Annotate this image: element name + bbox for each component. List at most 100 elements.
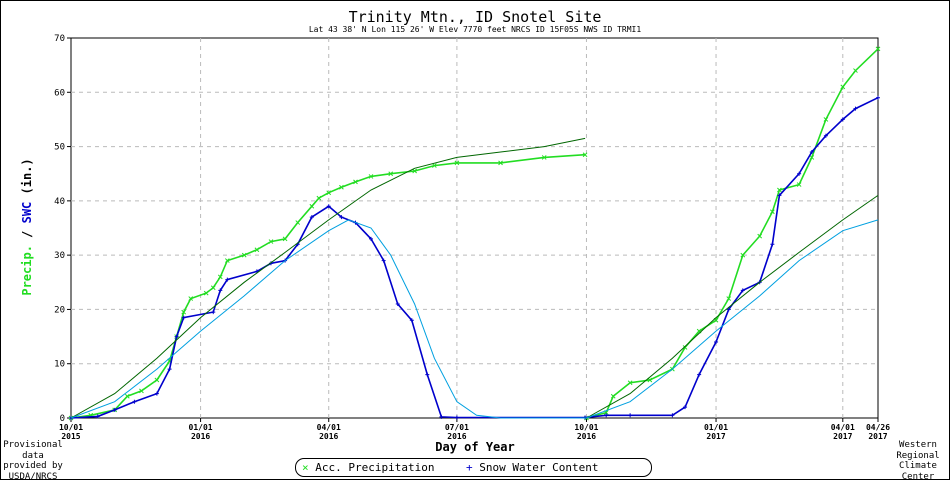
data-point-swc bbox=[714, 340, 719, 344]
data-point-precip bbox=[217, 274, 223, 280]
data-point-swc bbox=[439, 414, 444, 419]
x-tick-label: 04/01 bbox=[317, 423, 341, 432]
data-point-precip bbox=[796, 182, 802, 187]
data-point-swc bbox=[326, 204, 331, 209]
x-tick-label: 2016 bbox=[319, 432, 338, 441]
data-point-swc bbox=[211, 310, 216, 315]
data-point-precip bbox=[840, 84, 846, 90]
data-point-precip bbox=[853, 68, 858, 73]
series-line-0 bbox=[70, 153, 586, 419]
data-point-precip bbox=[181, 309, 187, 315]
y-tick-label: 0 bbox=[60, 414, 65, 424]
x-tick-label: 07/01 bbox=[445, 423, 469, 432]
data-point-swc bbox=[823, 133, 828, 138]
data-point-precip bbox=[541, 155, 547, 160]
x-axis-label: Day of Year bbox=[435, 440, 515, 454]
data-point-swc bbox=[154, 391, 159, 396]
legend: × Acc. Precipitation + Snow Water Conten… bbox=[295, 458, 652, 477]
data-point-precip bbox=[875, 46, 881, 52]
y-tick-label: 20 bbox=[54, 305, 65, 315]
y-tick-label: 10 bbox=[54, 360, 65, 370]
data-point-swc bbox=[797, 171, 802, 176]
data-point-swc bbox=[132, 399, 137, 404]
x-tick-label: 2016 bbox=[447, 432, 466, 441]
data-point-precip bbox=[339, 184, 344, 190]
y-tick-label: 40 bbox=[54, 197, 65, 207]
data-point-swc bbox=[876, 95, 880, 100]
data-point-swc bbox=[697, 372, 702, 377]
data-point-precip bbox=[726, 296, 732, 301]
legend-marker-precip: × bbox=[302, 461, 309, 474]
data-point-precip bbox=[432, 163, 437, 168]
data-point-swc bbox=[339, 215, 344, 220]
data-point-precip bbox=[682, 345, 688, 350]
data-point-precip bbox=[809, 155, 815, 160]
x-tick-label: 04/26 bbox=[866, 423, 890, 432]
data-point-swc bbox=[368, 236, 373, 241]
x-tick-label: 2017 bbox=[706, 432, 725, 441]
data-point-precip bbox=[627, 380, 633, 386]
data-point-swc bbox=[683, 405, 688, 410]
data-point-swc bbox=[809, 150, 814, 154]
data-point-swc bbox=[726, 307, 731, 312]
x-tick-label: 2017 bbox=[868, 432, 887, 441]
data-point-precip bbox=[770, 209, 775, 215]
x-tick-label: 2015 bbox=[61, 432, 80, 441]
data-point-precip bbox=[777, 187, 782, 193]
data-point-swc bbox=[425, 372, 430, 377]
x-tick-label: 01/01 bbox=[189, 423, 213, 432]
data-point-swc bbox=[381, 258, 386, 263]
y-tick-label: 70 bbox=[54, 34, 65, 44]
data-point-swc bbox=[604, 413, 609, 418]
data-point-precip bbox=[582, 152, 588, 158]
data-point-swc bbox=[181, 315, 186, 320]
data-point-swc bbox=[770, 242, 775, 247]
data-point-swc bbox=[95, 414, 100, 419]
series-line-2 bbox=[586, 194, 879, 419]
data-point-swc bbox=[395, 302, 400, 306]
data-point-swc bbox=[740, 288, 745, 293]
source-note: Western Regional Climate Center bbox=[896, 440, 940, 482]
data-point-precip bbox=[454, 160, 460, 166]
x-tick-label: 10/01 bbox=[574, 423, 598, 432]
data-point-precip bbox=[823, 117, 829, 122]
data-point-swc bbox=[409, 318, 414, 323]
data-point-precip bbox=[203, 290, 209, 296]
data-point-precip bbox=[139, 388, 144, 394]
series-line-1 bbox=[70, 96, 879, 419]
x-tick-label: 04/01 bbox=[831, 423, 855, 432]
x-tick-label: 2017 bbox=[833, 432, 852, 441]
station-info: Lat 43 38' N Lon 115 26' W Elev 7770 fee… bbox=[308, 25, 642, 34]
plot-area bbox=[70, 37, 879, 419]
data-point-swc bbox=[112, 407, 117, 412]
data-point-swc bbox=[174, 334, 179, 339]
data-point-swc bbox=[628, 413, 633, 418]
data-point-swc bbox=[670, 413, 675, 418]
data-point-swc bbox=[167, 367, 172, 372]
series-line-3 bbox=[70, 219, 879, 419]
legend-marker-swc: + bbox=[466, 461, 473, 474]
data-point-precip bbox=[368, 174, 374, 179]
data-point-swc bbox=[309, 215, 314, 220]
data-point-precip bbox=[498, 160, 503, 166]
legend-label-precip: Acc. Precipitation bbox=[315, 461, 435, 474]
y-tick-label: 30 bbox=[54, 251, 65, 261]
provisional-note: Provisional data provided by USDA/NRCS bbox=[3, 440, 63, 482]
data-point-swc bbox=[454, 415, 459, 420]
data-point-precip bbox=[740, 252, 746, 258]
data-point-precip bbox=[757, 233, 763, 239]
series-line-0 bbox=[586, 48, 879, 419]
data-point-swc bbox=[583, 415, 588, 420]
data-point-precip bbox=[353, 179, 358, 185]
data-point-swc bbox=[225, 277, 230, 282]
data-point-precip bbox=[224, 258, 230, 263]
data-point-precip bbox=[154, 377, 160, 383]
y-tick-label: 50 bbox=[54, 143, 65, 153]
x-tick-label: 2016 bbox=[191, 432, 210, 441]
data-point-precip bbox=[188, 296, 194, 301]
data-point-precip bbox=[210, 285, 216, 291]
legend-item-precip: × Acc. Precipitation bbox=[302, 459, 434, 476]
data-point-swc bbox=[840, 117, 845, 122]
x-tick-label: 10/01 bbox=[59, 423, 83, 432]
